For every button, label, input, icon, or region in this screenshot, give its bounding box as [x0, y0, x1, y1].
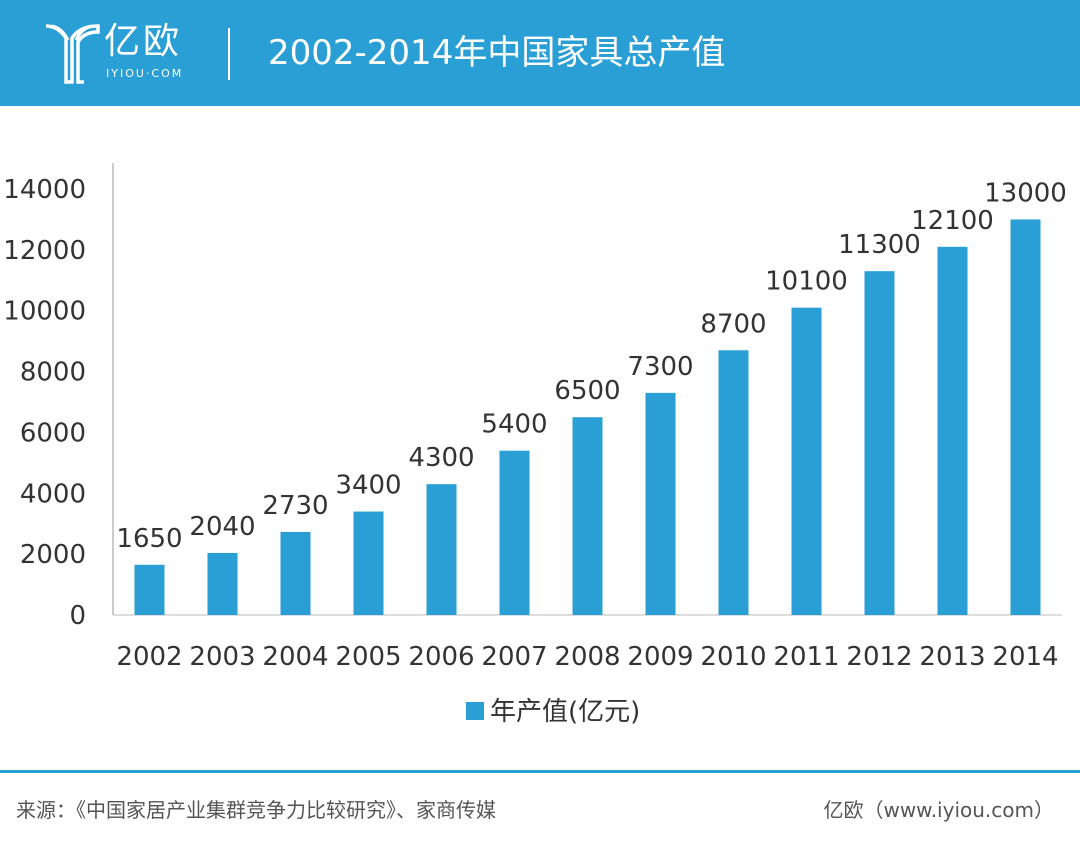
bar [791, 307, 822, 615]
data-label: 13000 [984, 178, 1067, 208]
data-label: 8700 [700, 309, 766, 339]
bar [207, 552, 238, 615]
logo-icon [45, 24, 100, 84]
bar-chart: 0 2000 4000 6000 8000 10000 12000 14000 1650 2002… [3, 163, 1067, 727]
data-label: 3400 [335, 471, 401, 501]
x-tick-label: 2013 [919, 642, 985, 672]
legend-swatch [466, 702, 484, 720]
bar [864, 271, 895, 615]
y-tick-label: 8000 [20, 358, 86, 388]
data-label: 12100 [911, 206, 994, 236]
bar [645, 392, 676, 615]
x-tick-label: 2002 [116, 642, 182, 672]
x-tick-label: 2009 [627, 642, 693, 672]
footer-divider [0, 770, 1080, 773]
header-banner: 亿欧 IYIOU·COM 2002-2014年中国家具总产值 [0, 0, 1080, 106]
y-tick-label: 10000 [3, 297, 86, 327]
y-tick-label: 4000 [20, 479, 86, 509]
bar [426, 484, 457, 615]
x-tick-label: 2004 [262, 642, 328, 672]
x-tick-label: 2010 [700, 642, 766, 672]
x-tick-label: 2005 [335, 642, 401, 672]
data-label: 2730 [262, 491, 328, 521]
data-label: 1650 [116, 524, 182, 554]
y-tick-label: 2000 [20, 540, 86, 570]
x-tick-label: 2003 [189, 642, 255, 672]
x-tick-label: 2007 [481, 642, 547, 672]
data-label: 7300 [627, 352, 693, 382]
bar [572, 417, 603, 615]
data-label: 5400 [481, 410, 547, 440]
data-label: 4300 [408, 443, 474, 473]
data-label: 11300 [838, 230, 921, 260]
y-tick-label: 14000 [3, 175, 86, 205]
bar [1010, 219, 1041, 615]
logo-subtext: IYIOU·COM [106, 67, 184, 80]
data-label: 10100 [765, 267, 848, 297]
y-tick-label: 6000 [20, 418, 86, 448]
data-label: 2040 [189, 512, 255, 542]
y-tick-label: 12000 [3, 236, 86, 266]
x-tick-label: 2014 [992, 642, 1058, 672]
x-tick-label: 2012 [846, 642, 912, 672]
source-note: 来源：《中国家居产业集群竞争力比较研究》、家商传媒 [16, 798, 496, 822]
x-tick-label: 2006 [408, 642, 474, 672]
bar [718, 350, 749, 615]
bar [937, 246, 968, 616]
header-divider [228, 28, 230, 80]
footer-brand: 亿欧（www.iyiou.com） [823, 798, 1054, 822]
y-tick-label: 0 [69, 601, 86, 631]
page-title: 2002-2014年中国家具总产值 [268, 33, 726, 73]
x-tick-label: 2008 [554, 642, 620, 672]
legend-label: 年产值(亿元) [490, 697, 640, 727]
bar [280, 531, 311, 615]
bar [353, 511, 384, 615]
logo-text: 亿欧 [104, 21, 183, 62]
bar [134, 564, 165, 615]
x-tick-label: 2011 [773, 642, 839, 672]
data-label: 6500 [554, 376, 620, 406]
bar [499, 450, 530, 615]
